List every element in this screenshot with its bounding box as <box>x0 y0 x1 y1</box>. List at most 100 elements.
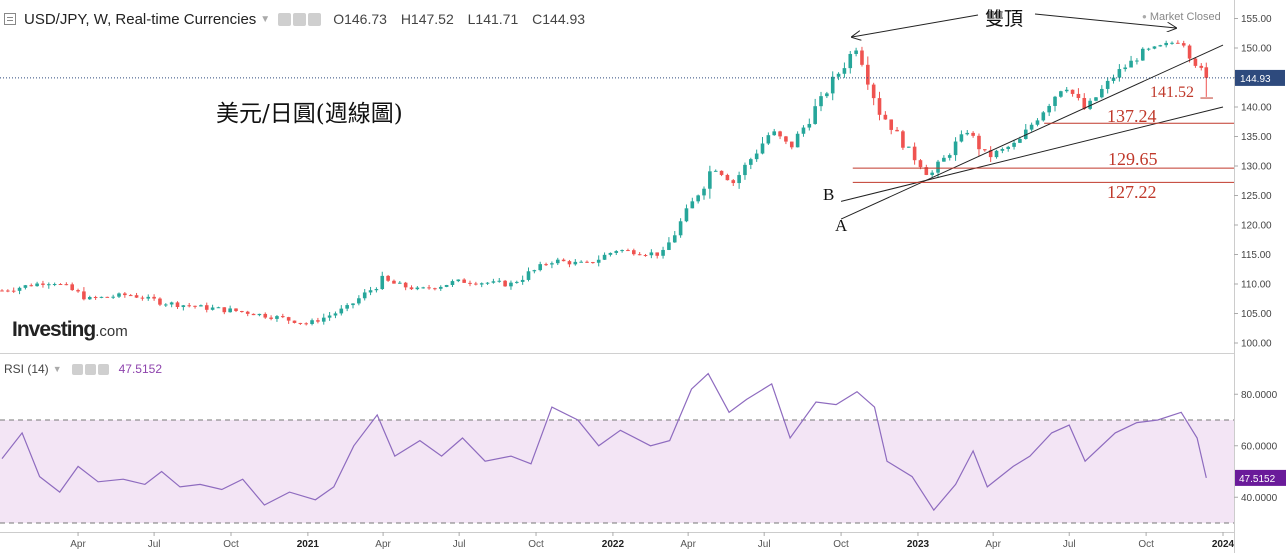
y-tick-label: 155.00 <box>1241 14 1272 25</box>
candle-body <box>64 284 69 286</box>
rsi-last-tag <box>1235 469 1286 486</box>
level-label-2: 137.24 <box>1107 106 1157 126</box>
candle-body <box>1193 58 1198 66</box>
candle-body <box>731 180 736 184</box>
candle-body <box>637 254 642 256</box>
candle-body <box>368 290 373 293</box>
candle-body <box>386 275 390 281</box>
rsi-value: 47.5152 <box>118 362 162 376</box>
x-tick-label: Jul <box>453 539 466 550</box>
candle-body <box>146 296 151 299</box>
candle-body <box>561 259 566 262</box>
candle-body <box>1047 105 1051 113</box>
candle-body <box>1000 149 1005 151</box>
last-price-value: 144.93 <box>1240 74 1271 85</box>
chevron-down-icon[interactable]: ▼ <box>52 364 62 374</box>
candle-body <box>427 287 431 289</box>
trendline-a-label: A <box>835 216 848 235</box>
candle-body <box>1029 124 1034 130</box>
candle-body <box>708 171 712 189</box>
candle-body <box>47 284 51 286</box>
candle-body <box>784 136 788 142</box>
candle-body <box>0 290 4 292</box>
candle-body <box>749 159 753 165</box>
candle-body <box>123 293 127 296</box>
candle-body <box>228 308 232 313</box>
candle-body <box>778 131 782 137</box>
candle-body <box>251 313 256 316</box>
candle-body <box>690 201 695 209</box>
symbol-label[interactable]: USD/JPY, W, Real-time Currencies <box>24 10 257 28</box>
candle-body <box>579 261 583 263</box>
chart-header: USD/JPY, W, Real-time Currencies ▼ O146.… <box>4 8 595 30</box>
eye-icon[interactable] <box>278 12 292 26</box>
rsi-axis: 40.0000 60.0000 80.0000 47.5152 <box>1234 390 1286 504</box>
candle-body <box>29 285 34 287</box>
rsi-y-tick-label: 60.0000 <box>1241 441 1278 452</box>
y-tick-label: 150.00 <box>1241 44 1272 55</box>
candle-body <box>1064 89 1069 92</box>
candle-body <box>1129 60 1133 68</box>
candle-body <box>398 282 402 284</box>
candle-body <box>807 123 812 128</box>
close-icon[interactable] <box>97 363 109 375</box>
rsi-label[interactable]: RSI (14) <box>4 362 49 376</box>
candle-body <box>860 50 864 65</box>
ohlc-readout: O146.73 H147.52 L141.71 C144.93 <box>333 11 595 27</box>
x-tick-label: Apr <box>375 539 391 550</box>
candle-body <box>743 164 747 176</box>
candle-body <box>310 320 314 325</box>
candle-body <box>105 296 110 298</box>
candle-body <box>655 252 660 256</box>
candle-body <box>871 84 876 99</box>
close-icon[interactable] <box>308 12 322 26</box>
candle-body <box>801 127 806 134</box>
candle-body <box>994 150 999 158</box>
candle-body <box>596 259 601 263</box>
x-tick-label: 2022 <box>602 539 625 550</box>
candle-body <box>988 150 993 158</box>
chevron-down-icon[interactable]: ▼ <box>260 13 271 25</box>
candle-body <box>1164 42 1168 46</box>
candle-body <box>76 290 80 292</box>
double-top-arrow-right <box>1034 13 1176 28</box>
rsi-y-tick-label: 40.0000 <box>1241 493 1278 504</box>
candle-body <box>263 313 268 318</box>
candle-body <box>128 295 133 297</box>
candle-body <box>953 141 958 156</box>
candle-body <box>164 304 168 306</box>
y-tick-label: 115.00 <box>1241 250 1271 261</box>
logo-main: Investing <box>12 318 96 341</box>
eye-icon[interactable] <box>71 363 83 375</box>
price-axis: 100.00 105.00 110.00 115.00 120.00 125.00 130.… <box>0 14 1285 350</box>
candle-body <box>1204 67 1209 78</box>
candle-body <box>316 320 320 322</box>
double-top-label: 雙頂 <box>985 9 1024 30</box>
candle-body <box>468 282 472 284</box>
candle-body <box>1123 67 1128 70</box>
y-tick-label: 135.00 <box>1241 132 1272 143</box>
x-tick-label: Jul <box>148 539 161 550</box>
rsi-series <box>1 372 1207 512</box>
candle-body <box>877 98 882 115</box>
rsi-line <box>1 372 1207 512</box>
candle-body <box>193 305 197 307</box>
candle-body <box>491 281 496 283</box>
candle-body <box>503 280 507 287</box>
x-tick-label: 2021 <box>297 539 320 550</box>
gear-icon[interactable] <box>293 12 307 26</box>
candle-body <box>240 311 244 313</box>
candle-body <box>819 96 823 107</box>
candle-body <box>1117 69 1122 78</box>
candle-body <box>947 155 952 158</box>
candle-body <box>82 291 86 300</box>
close-value: C144.93 <box>532 11 586 27</box>
candle-body <box>409 287 414 290</box>
candle-body <box>339 308 344 314</box>
candle-body <box>392 280 396 284</box>
gear-icon[interactable] <box>84 363 96 375</box>
candle-body <box>479 283 484 285</box>
y-tick-label: 125.00 <box>1241 191 1272 202</box>
x-tick-label: 2024 <box>1212 539 1235 550</box>
hamburger-icon[interactable] <box>4 13 16 25</box>
